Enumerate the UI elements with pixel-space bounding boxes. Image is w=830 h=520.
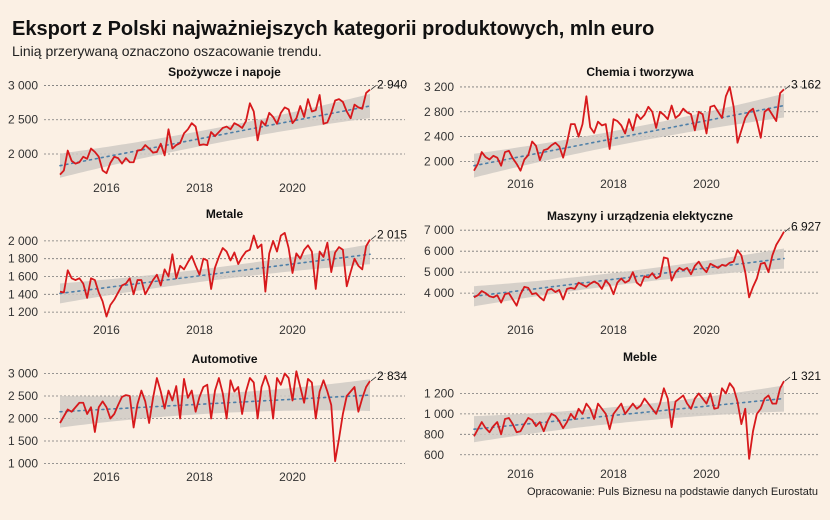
x-tick-label: 2016: [507, 323, 534, 337]
panel-5: 4 000 5 000 6 000 7 000 2016 2018 2020 6 927 Mas…: [424, 209, 821, 337]
x-tick-label: 2020: [693, 177, 720, 191]
panel-title: Meble: [623, 350, 657, 364]
y-tick-label: 1 500: [8, 434, 38, 448]
panel-title: Metale: [206, 207, 244, 221]
x-tick-label: 2016: [93, 323, 120, 337]
y-tick-label: 2 000: [424, 154, 454, 168]
end-label-leader: [784, 227, 791, 233]
y-tick-label: 1 400: [8, 287, 38, 301]
x-tick-label: 2016: [93, 470, 120, 484]
end-value-label: 1 321: [791, 369, 821, 383]
trend-line: [473, 104, 785, 167]
y-tick-label: 2 500: [8, 113, 38, 127]
y-tick-label: 1 600: [8, 270, 38, 284]
x-tick-label: 2016: [93, 181, 120, 195]
x-tick-label: 2020: [693, 467, 720, 481]
end-label-leader: [370, 235, 377, 240]
series-line: [59, 88, 371, 176]
series-line: [59, 231, 371, 318]
series-line: [473, 380, 785, 460]
panel-title: Maszyny i urządzenia elektyczne: [547, 209, 733, 223]
end-label-leader: [370, 85, 377, 90]
x-tick-label: 2016: [507, 467, 534, 481]
y-tick-label: 600: [424, 448, 444, 462]
x-tick-label: 2018: [186, 470, 213, 484]
panel-1: 2 000 2 500 3 000 2016 2018 2020 2 940 Spożywcz…: [8, 65, 407, 195]
y-tick-label: 6 000: [424, 244, 454, 258]
y-tick-label: 5 000: [424, 265, 454, 279]
x-tick-label: 2018: [186, 323, 213, 337]
panel-2: 1 200 1 400 1 600 1 800 2 000 2016 2018 2020 2 0…: [8, 207, 407, 337]
y-tick-label: 7 000: [424, 223, 454, 237]
source-note: Opracowanie: Puls Biznesu na podstawie d…: [526, 486, 818, 498]
x-tick-label: 2018: [186, 181, 213, 195]
end-value-label: 2 015: [377, 228, 407, 242]
y-tick-label: 3 000: [8, 367, 38, 381]
y-tick-label: 1 200: [8, 305, 38, 319]
x-tick-label: 2018: [600, 467, 627, 481]
y-tick-label: 1 000: [8, 457, 38, 471]
end-value-label: 6 927: [791, 220, 821, 234]
y-tick-label: 4 000: [424, 286, 454, 300]
y-tick-label: 800: [424, 427, 444, 441]
x-tick-label: 2016: [507, 177, 534, 191]
y-tick-label: 1 200: [424, 386, 454, 400]
series-line: [59, 370, 371, 463]
chart-subtitle: Linią przerywaną oznaczono oszacowanie t…: [12, 43, 322, 59]
y-tick-label: 2 000: [8, 147, 38, 161]
y-tick-label: 2 400: [424, 130, 454, 144]
end-value-label: 3 162: [791, 77, 821, 91]
panel-4: 2 000 2 400 2 800 3 200 2016 2018 2020 3 162 Che…: [424, 65, 821, 191]
panel-3: 1 000 1 500 2 000 2 500 3 000 2016 2018 2020 2 8…: [8, 352, 407, 484]
end-label-leader: [784, 376, 791, 382]
x-tick-label: 2020: [279, 181, 306, 195]
y-tick-label: 3 200: [424, 80, 454, 94]
series-line: [473, 86, 785, 172]
panel-title: Chemia i tworzywa: [586, 65, 694, 79]
x-tick-label: 2018: [600, 177, 627, 191]
x-tick-label: 2020: [279, 470, 306, 484]
panel-title: Spożywcze i napoje: [168, 65, 281, 79]
chart-title: Eksport z Polski najważniejszych kategor…: [12, 18, 655, 40]
panel-title: Automotive: [192, 352, 258, 366]
x-tick-label: 2020: [693, 323, 720, 337]
trend-line: [473, 257, 785, 298]
end-value-label: 2 834: [377, 369, 407, 383]
y-tick-label: 2 500: [8, 389, 38, 403]
series-line: [473, 231, 785, 307]
y-tick-label: 2 000: [8, 234, 38, 248]
end-value-label: 2 940: [377, 78, 407, 92]
y-tick-label: 1 800: [8, 252, 38, 266]
end-label-leader: [784, 85, 791, 90]
end-label-leader: [370, 376, 377, 382]
panel-6: 600 800 1 000 1 200 2016 2018 2020 1 321 Meble: [424, 350, 821, 481]
y-tick-label: 1 000: [424, 407, 454, 421]
trend-line: [473, 397, 785, 431]
x-tick-label: 2020: [279, 323, 306, 337]
x-tick-label: 2018: [600, 323, 627, 337]
y-tick-label: 2 000: [8, 412, 38, 426]
y-tick-label: 3 000: [8, 78, 38, 92]
y-tick-label: 2 800: [424, 105, 454, 119]
